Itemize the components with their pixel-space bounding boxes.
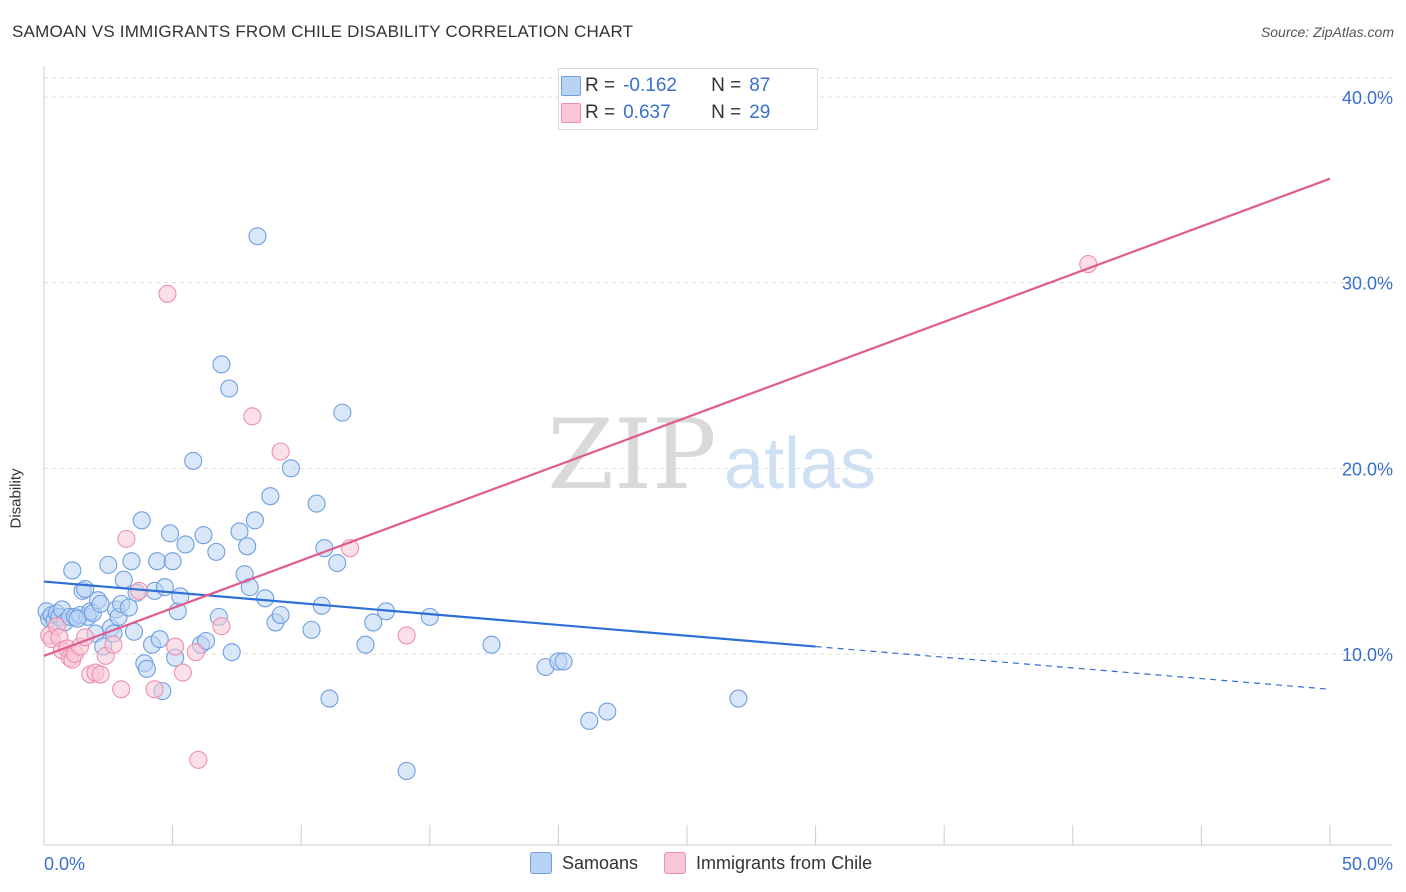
samoans-point [99, 555, 118, 574]
watermark-atlas: atlas [724, 424, 876, 504]
chile-swatch [561, 103, 581, 123]
r-value: -0.162 [623, 75, 677, 96]
legend-item-chile[interactable]: Immigrants from Chile [664, 852, 872, 874]
samoans-point [132, 511, 151, 530]
samoans-point [148, 552, 167, 571]
samoans-point [333, 403, 352, 422]
samoans-point [238, 537, 257, 556]
chile-point [104, 635, 123, 654]
legend-row-chile: R = 0.637 N = 29 [561, 101, 771, 125]
samoans-point [482, 635, 501, 654]
r-value: 0.637 [623, 102, 671, 123]
samoans-trend-line [43, 580, 816, 648]
chile-point [173, 663, 192, 682]
chile-point [91, 665, 110, 684]
n-label: N = [711, 75, 742, 96]
samoans-point [307, 494, 326, 513]
samoans-point [397, 761, 416, 781]
r-label: R = [585, 102, 616, 123]
legend-row-samoans: R = -0.162 N = 87 [561, 74, 771, 98]
samoans-point [207, 542, 226, 561]
correlation-legend: R = -0.162 N = 87 R = 0.637 N = 29 [558, 68, 818, 130]
samoans-point [91, 594, 110, 613]
samoans-point [554, 652, 573, 671]
samoans-point [114, 570, 133, 589]
samoans-point [137, 659, 156, 678]
samoans-point [245, 511, 264, 530]
y-tick-label: 30.0% [1342, 274, 1393, 294]
samoans-point [230, 522, 249, 541]
samoans-point [160, 524, 180, 543]
samoans-point [356, 635, 375, 654]
n-label: N = [711, 102, 742, 123]
samoans-legend-swatch [530, 852, 552, 874]
chile-point [271, 442, 290, 461]
samoans-point [580, 711, 599, 730]
samoans-point [420, 607, 439, 626]
chile-legend-swatch [664, 852, 687, 874]
samoans-point [271, 605, 290, 625]
samoans-point [598, 702, 617, 721]
chile-trend-line [43, 177, 1331, 657]
r-label: R = [585, 75, 616, 96]
chile-point [397, 626, 416, 645]
samoans-point [184, 451, 203, 470]
samoans-point [119, 598, 138, 617]
chart-title: SAMOAN VS IMMIGRANTS FROM CHILE DISABILI… [12, 22, 634, 41]
chile-point [117, 529, 136, 548]
samoans-point [256, 589, 275, 608]
samoans-point [194, 526, 213, 545]
samoans-swatch [561, 76, 581, 96]
source-label: Source: ZipAtlas.com [1260, 24, 1394, 40]
samoans-point [328, 553, 347, 573]
samoans-point [150, 630, 169, 649]
samoans-point [176, 535, 195, 554]
samoans-trend-extension [815, 645, 1331, 690]
samoans-point [163, 552, 182, 571]
samoans-point [302, 620, 321, 639]
samoans-point [222, 643, 241, 662]
samoans-point [212, 355, 231, 374]
legend-label-samoans: Samoans [562, 852, 639, 873]
n-value: 87 [749, 75, 771, 96]
x-tick-label: 0.0% [44, 854, 85, 874]
chile-point [243, 407, 262, 426]
chile-point [145, 680, 164, 699]
samoans-point [122, 552, 141, 571]
samoans-point [248, 227, 267, 246]
samoans-point [63, 561, 82, 580]
chile-point [112, 680, 131, 699]
chile-point [189, 750, 208, 769]
x-tick-label: 50.0% [1342, 854, 1393, 874]
y-tick-label: 10.0% [1342, 645, 1393, 665]
samoans-point [196, 631, 216, 651]
samoans-point [220, 379, 239, 398]
series-legend: Samoans Immigrants from Chile [530, 852, 898, 874]
chile-point [158, 284, 177, 303]
samoans-point [281, 459, 300, 478]
samoans-point [320, 689, 339, 708]
chile-point [212, 617, 231, 636]
samoans-point [261, 487, 280, 506]
legend-item-samoans[interactable]: Samoans [530, 852, 638, 874]
samoans-point [364, 613, 383, 632]
samoans-point [68, 609, 87, 628]
n-value: 29 [749, 102, 771, 123]
samoans-point [729, 689, 748, 708]
y-tick-label: 20.0% [1342, 459, 1393, 479]
chile-point [186, 643, 205, 662]
chile-point [166, 637, 185, 656]
legend-label-chile: Immigrants from Chile [696, 852, 873, 873]
y-tick-label: 40.0% [1342, 88, 1393, 108]
